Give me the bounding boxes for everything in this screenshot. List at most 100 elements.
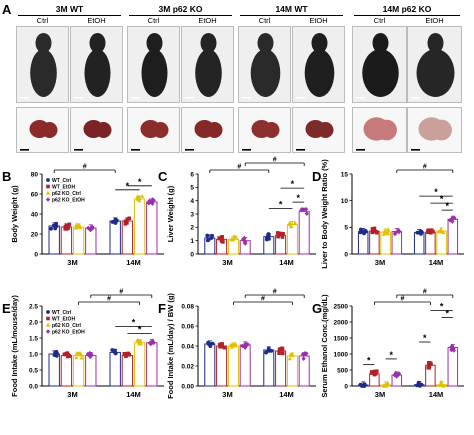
data-point (64, 223, 69, 228)
data-point (280, 351, 285, 356)
data-point (395, 373, 400, 378)
data-point (221, 240, 225, 244)
data-point (441, 383, 446, 388)
data-point (229, 237, 235, 242)
data-point (430, 229, 434, 233)
mouse-photo (238, 26, 291, 103)
bar (298, 210, 310, 255)
condition-label: EtOH (87, 16, 106, 25)
data-point (241, 237, 246, 242)
group-label: 14M (126, 258, 141, 267)
data-point (287, 220, 292, 225)
data-point (220, 342, 224, 346)
data-point (374, 369, 379, 373)
panel-letter: C (158, 169, 168, 184)
data-point (277, 231, 282, 236)
mouse-head (372, 33, 389, 53)
scale-bar (242, 149, 251, 151)
data-point (289, 352, 294, 357)
significance-marker: * (132, 318, 136, 328)
data-point (232, 234, 237, 239)
group-title-3m-p62-ko: 3M p62 KO (158, 4, 203, 14)
data-point (266, 346, 271, 351)
significance-marker: # (237, 164, 241, 171)
data-point (220, 235, 224, 239)
legend-label: p62 KO_EtOH (52, 330, 85, 336)
bar (275, 350, 287, 387)
data-point (277, 347, 282, 351)
significance-marker: # (119, 289, 123, 296)
y-tick-label: 1.0 (29, 351, 38, 358)
liver-lobe (431, 119, 452, 141)
legend-label: p62 KO_EtOH (52, 198, 85, 204)
bar (72, 355, 85, 387)
scale-bar (185, 97, 194, 99)
scale-bar (411, 149, 420, 151)
y-tick-label: 0.0 (29, 383, 38, 390)
data-point (113, 221, 118, 225)
y-tick-label: 1000 (334, 351, 349, 358)
mouse-body (416, 49, 455, 97)
bar (48, 353, 60, 387)
data-point (385, 380, 390, 385)
y-axis-label: Food Intake (mL/mouse/day) (10, 295, 19, 397)
bar (413, 232, 425, 255)
group-label: 3M (67, 390, 77, 399)
scale-bar (356, 97, 365, 99)
legend-marker (46, 316, 50, 321)
bar (391, 231, 403, 255)
y-tick-label: 0.02 (181, 363, 194, 370)
group-label: 14M (429, 258, 444, 267)
data-point (138, 338, 143, 343)
liver-lobe (152, 122, 169, 138)
bar (85, 355, 97, 387)
liver-photo (16, 107, 69, 153)
scale-bar (411, 97, 420, 99)
significance-marker: * (138, 325, 142, 335)
data-point (275, 231, 280, 235)
data-point (371, 227, 375, 232)
data-point (62, 352, 67, 357)
y-tick-label: 5 (190, 185, 194, 192)
panel-letter: F (158, 301, 166, 316)
y-tick-label: 0.08 (181, 303, 194, 310)
data-point (280, 233, 284, 238)
data-point (127, 216, 132, 221)
data-point (264, 237, 269, 242)
significance-marker: * (440, 301, 444, 311)
data-point (123, 220, 128, 225)
significance-marker: * (389, 350, 393, 360)
legend-marker (45, 329, 51, 334)
y-axis-label: Food Intake (mL/day) / BW (g) (166, 293, 175, 399)
legend-label: p62 KO_Ctrl (52, 323, 82, 329)
mouse-silhouette (20, 33, 57, 99)
group-label: 3M (375, 258, 385, 267)
data-point (150, 201, 155, 206)
y-tick-label: 0 (344, 251, 348, 258)
bar (133, 342, 146, 387)
data-point (451, 348, 456, 353)
data-point (392, 231, 398, 237)
data-point (393, 370, 398, 376)
data-point (140, 194, 145, 198)
panel-letter-a: A (2, 2, 12, 17)
y-axis-label: Serum Ethanol Conc.(mg/dL) (320, 294, 329, 398)
bar (447, 218, 459, 255)
panel-letter: B (2, 169, 11, 184)
significance-marker: # (273, 289, 277, 296)
mouse-body (250, 49, 281, 97)
data-point (217, 342, 222, 347)
data-point (381, 232, 386, 236)
condition-label: EtOH (309, 16, 328, 25)
data-point (396, 371, 402, 376)
significance-marker: # (423, 289, 427, 296)
data-point (292, 220, 298, 225)
data-point (426, 228, 430, 233)
data-point (245, 342, 250, 347)
liver-lobe (263, 122, 280, 138)
data-point (73, 225, 79, 230)
